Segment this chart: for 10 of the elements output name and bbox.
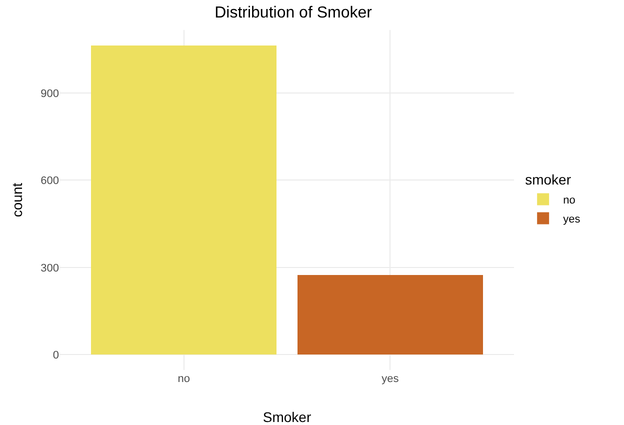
- y-tick-label: 300: [40, 262, 59, 274]
- y-axis-title: count: [9, 182, 25, 218]
- x-axis-title: Smoker: [262, 409, 312, 425]
- legend-label: yes: [563, 213, 581, 226]
- y-tick-label: 0: [52, 349, 59, 362]
- legend-label: no: [563, 194, 576, 206]
- chart-title: Distribution of Smoker: [214, 4, 373, 22]
- y-tick-label: 600: [40, 175, 59, 188]
- legend-title: smoker: [525, 172, 572, 188]
- y-tick-label: 900: [40, 88, 59, 100]
